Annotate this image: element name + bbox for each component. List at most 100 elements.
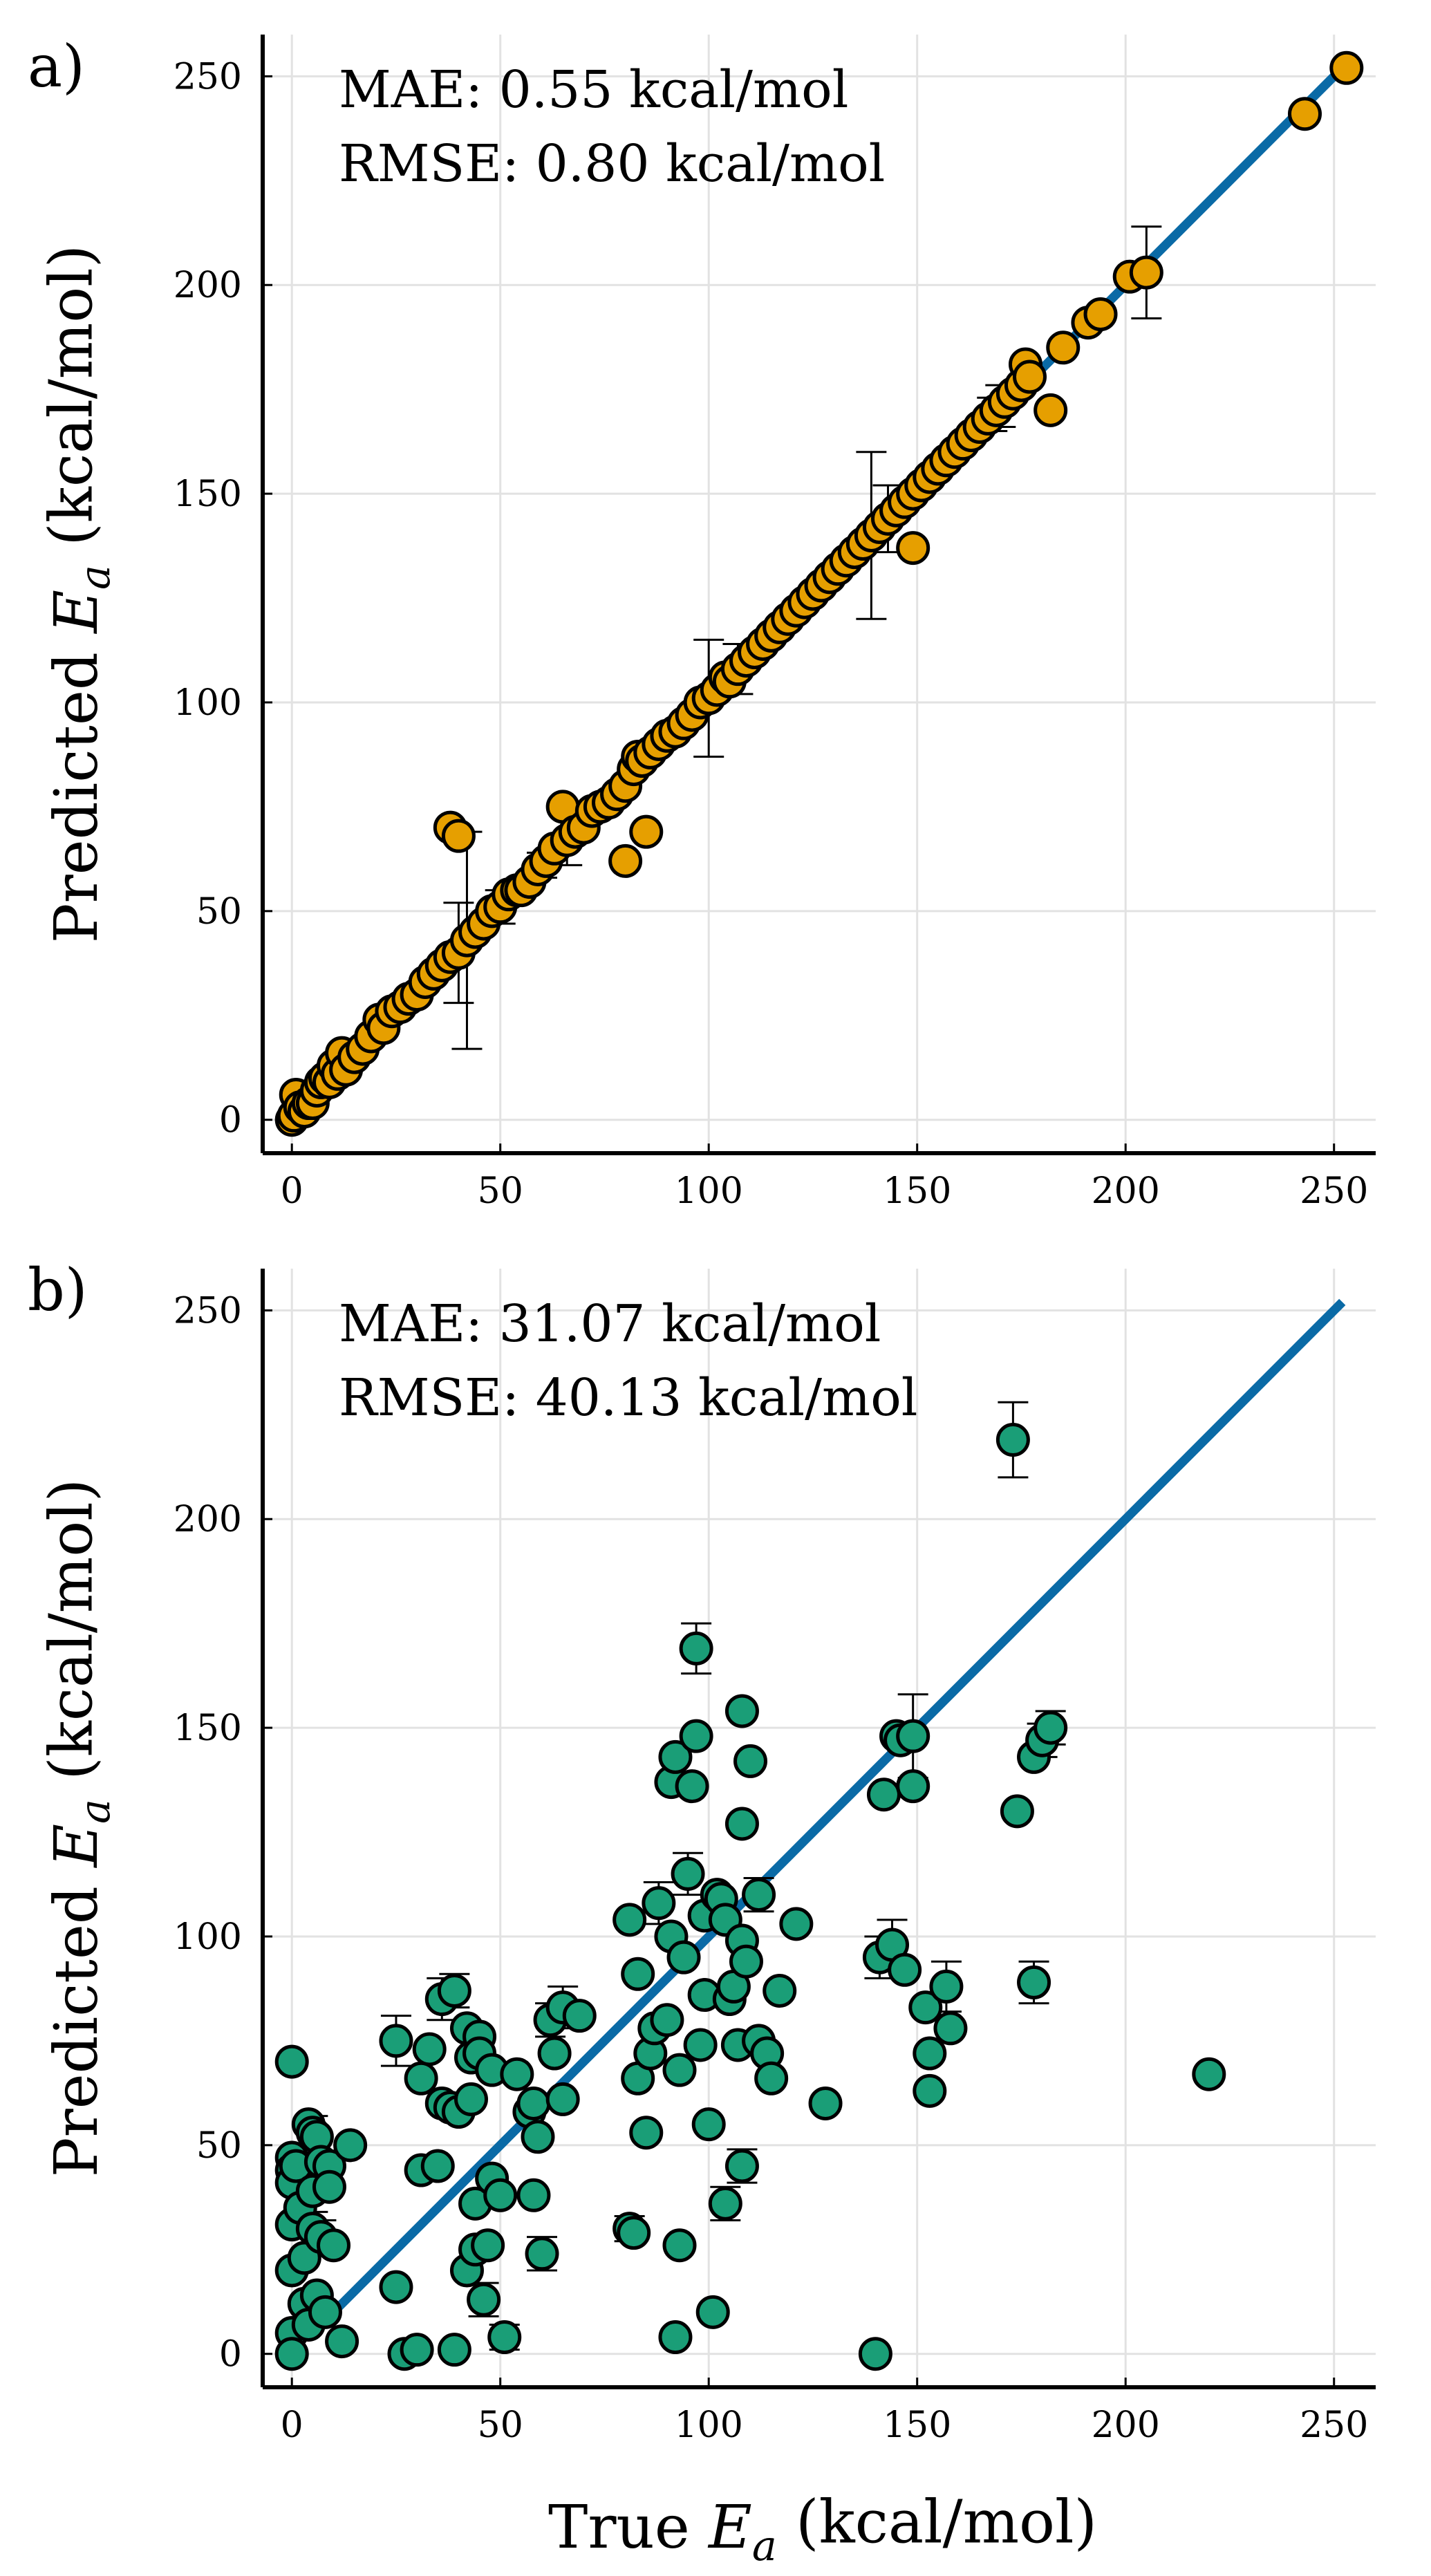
data-point [487,2320,522,2355]
data-point [537,2036,572,2071]
data-point [742,1878,776,1912]
y-tick-label: 150 [174,474,242,515]
parity-line [330,1298,1346,2315]
rmse-annotation: RMSE: 0.80 kcal/mol [339,134,885,194]
data-point [525,2237,559,2271]
data-point [691,2107,726,2142]
data-point [650,2003,684,2037]
data-point [662,2053,697,2087]
data-point [412,2032,447,2066]
x-tick-label: 150 [883,1170,951,1212]
data-point [562,1999,597,2033]
data-point [763,1973,797,2008]
x-axis-title: True Ea (kcal/mol) [548,2488,1097,2570]
panel-b: 0 50 100 150 200 250 0 50 100 150 200 250 b) Predicte… [28,1256,1376,2446]
data-point [929,1969,964,2004]
data-point [695,2295,730,2329]
x-tick-label: 250 [1300,1170,1368,1212]
data-point [400,2333,434,2367]
y-tick-label: 100 [174,1916,242,1958]
data-point [1034,1710,1068,1745]
data-point [441,819,476,853]
data-point [913,2036,947,2071]
data-point [1034,393,1068,427]
y-tick-label: 0 [219,1100,242,1141]
data-point [779,1907,814,1941]
data-point [754,2061,789,2096]
data-point [617,2216,651,2250]
data-point [724,1807,759,1841]
data-point [724,1694,759,1728]
data-point [629,814,664,849]
data-point [724,2149,759,2183]
data-point [896,1769,930,1804]
data-point [1017,1965,1051,1999]
data-point [1329,50,1364,85]
data-point [995,1423,1030,1457]
data-point [679,1631,713,1665]
x-tick-label: 200 [1092,1170,1160,1212]
data-point [1013,360,1047,394]
data-point [908,1990,943,2025]
x-tick-label: 0 [281,1170,303,1212]
data-point [274,2337,309,2371]
data-point [1129,255,1163,290]
data-point [658,2320,693,2355]
panel-label: a) [28,32,85,100]
data-point [471,2228,505,2263]
data-point [437,1973,471,2008]
data-point [896,531,930,566]
data-point [808,2086,843,2120]
data-point [679,1719,713,1753]
y-tick-label: 200 [174,1499,242,1540]
y-tick-label: 150 [174,1708,242,1749]
data-point [437,2333,471,2367]
data-point [933,2011,968,2046]
data-point [683,2028,718,2062]
data-point [317,2228,351,2263]
x-tick-label: 250 [1300,2405,1368,2446]
data-point [666,1940,701,1975]
data-point [1083,297,1118,331]
data-point [888,1952,922,1987]
x-tick-label: 50 [478,1170,523,1212]
data-point [521,2120,555,2154]
panel-label: b) [28,1256,88,1324]
mae-annotation: MAE: 31.07 kcal/mol [339,1294,881,1354]
data-point [333,2128,368,2163]
y-axis-title: Predicted Ea (kcal/mol) [37,245,120,943]
y-tick-label: 100 [174,682,242,724]
y-tick-label: 250 [174,56,242,97]
data-point [896,1719,930,1753]
data-point [453,2082,488,2116]
data-point [913,2073,947,2108]
rmse-annotation: RMSE: 40.13 kcal/mol [339,1368,917,1428]
data-point [708,2186,742,2221]
data-point [1287,97,1322,131]
data-point [662,2228,697,2263]
data-point [325,2324,359,2359]
x-tick-label: 150 [883,2405,951,2446]
y-tick-label: 250 [174,1290,242,1332]
data-point [858,2337,892,2371]
data-point [516,2178,551,2212]
x-tick-label: 50 [478,2405,523,2446]
data-point [608,843,643,878]
y-tick-label: 50 [196,891,242,933]
data-point [483,2178,518,2212]
mae-annotation: MAE: 0.55 kcal/mol [339,60,848,120]
data-point [729,1944,763,1979]
y-tick-label: 50 [196,2125,242,2167]
data-point [658,1739,693,1774]
data-point [621,1957,655,1991]
data-point [675,1769,709,1804]
data-point [420,2149,455,2183]
data-point [1192,2057,1226,2091]
data-point [545,2082,580,2116]
data-point [274,2044,309,2079]
data-point [671,1856,705,1891]
data-point [516,2086,551,2120]
x-tick-label: 0 [281,2405,303,2446]
data-point [733,1744,768,1778]
